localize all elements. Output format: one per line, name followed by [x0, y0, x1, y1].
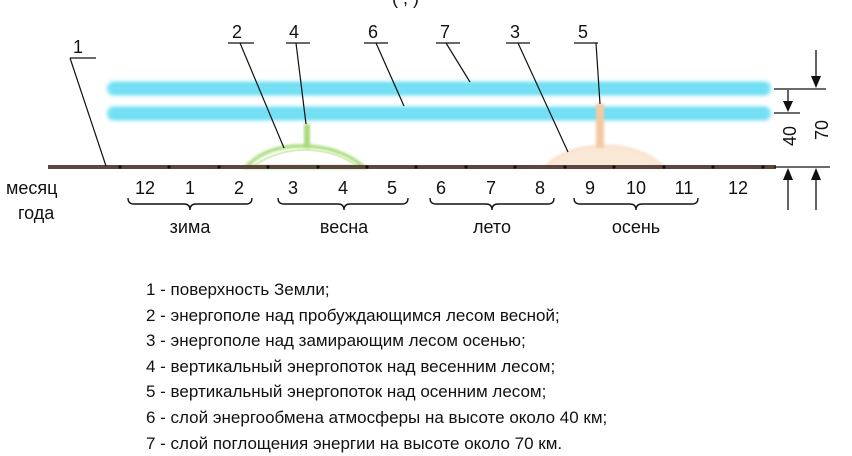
callout-4: 4	[289, 22, 299, 42]
height-dimensions	[774, 50, 830, 210]
month-label: 1	[185, 178, 195, 198]
callout-leaders	[69, 42, 601, 167]
spring-vertical-flow	[304, 124, 310, 148]
autumn-vertical-flow	[596, 104, 604, 148]
legend-item: 1 - поверхность Земли;	[146, 280, 330, 299]
season-winter: зима	[170, 217, 212, 237]
month-label: 5	[387, 178, 397, 198]
month-label: 6	[436, 178, 446, 198]
dimension-40: 40	[780, 126, 800, 146]
autumn-energy-field	[541, 144, 668, 169]
month-label: 12	[135, 178, 155, 198]
month-label: 10	[626, 178, 646, 198]
legend-item: 4 - вертикальный энергопоток над весенни…	[146, 356, 556, 376]
side-caption-line1: месяц	[6, 178, 57, 198]
legend-list: 1 - поверхность Земли; 2 - энергополе на…	[146, 277, 607, 456]
layer-70km	[108, 82, 770, 95]
season-autumn: осень	[612, 217, 660, 237]
callout-6: 6	[368, 22, 378, 42]
month-labels: 12 1 2 3 4 5 6 7 8 9 10 11 12	[135, 178, 748, 198]
callout-7: 7	[440, 22, 450, 42]
season-braces	[127, 197, 699, 211]
side-caption-line2: года	[18, 203, 55, 223]
month-label: 9	[585, 178, 595, 198]
earth-surface	[48, 165, 776, 169]
month-label: 4	[338, 178, 348, 198]
season-summer: лето	[473, 217, 511, 237]
callout-3: 3	[510, 22, 520, 42]
dimension-70: 70	[812, 120, 832, 140]
month-label: 7	[486, 178, 496, 198]
callout-5: 5	[578, 22, 588, 42]
header-fragment: ( , )	[392, 0, 419, 8]
legend-item: 3 - энергополе над замирающим лесом осен…	[146, 331, 526, 351]
month-label: 3	[288, 178, 298, 198]
legend-item: 6 - слой энергообмена атмосферы на высот…	[146, 407, 608, 427]
layer-40km	[108, 107, 770, 120]
legend-item: 7 - слой поглощения энергии на высоте ок…	[146, 433, 563, 453]
month-label: 11	[675, 178, 694, 198]
month-label: 8	[535, 178, 545, 198]
month-label: 12	[728, 178, 748, 198]
legend-item: 2 - энергополе над пробуждающимся лесом …	[146, 305, 560, 325]
month-label: 2	[234, 178, 244, 198]
legend-item: 5 - вертикальный энергопоток над осенним…	[146, 382, 547, 402]
month-ticks	[118, 165, 765, 169]
callout-1: 1	[73, 37, 83, 57]
season-spring: весна	[320, 217, 369, 237]
spring-energy-field	[241, 144, 369, 169]
callout-2: 2	[232, 22, 242, 42]
